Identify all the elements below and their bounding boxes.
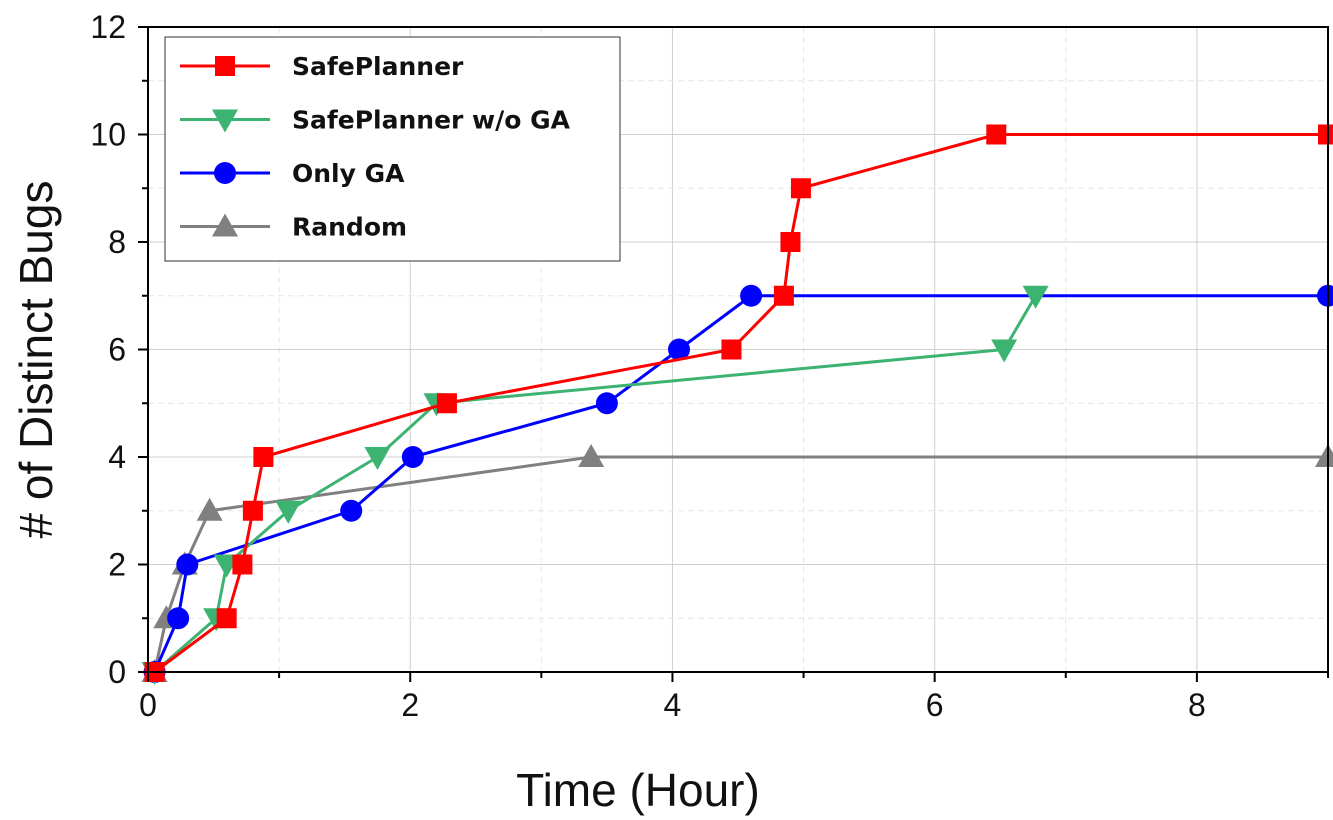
data-point-safeplanner <box>216 608 237 629</box>
data-point-safeplanner <box>1318 124 1333 145</box>
data-point-safeplanner <box>242 500 263 521</box>
y-tick-label: 2 <box>108 547 126 583</box>
data-point-safeplanner <box>790 178 811 199</box>
data-point-only-ga <box>340 499 363 522</box>
data-point-only-ga <box>668 338 690 361</box>
x-axis-title: Time (Hour) <box>516 764 760 816</box>
y-tick-label: 6 <box>108 332 126 368</box>
legend: SafePlanner SafePlanner w/o GA Only GA Rand… <box>164 36 621 262</box>
data-point-safeplanner-w-o-ga <box>1022 285 1049 309</box>
data-point-safeplanner <box>773 285 794 306</box>
series-safeplanner <box>144 124 1333 682</box>
x-tick-label: 6 <box>926 687 944 723</box>
data-point-safeplanner <box>780 232 801 252</box>
data-point-only-ga <box>1317 284 1333 307</box>
series-line-safeplanner-w-o-ga <box>153 294 1037 674</box>
data-point-random <box>196 497 223 521</box>
legend-box <box>164 36 621 262</box>
y-tick-label: 8 <box>108 224 126 260</box>
x-tick-label: 0 <box>139 687 157 723</box>
legend-marker-safeplanner-w-o-ga <box>212 109 238 133</box>
legend-item-safeplanner: SafePlanner <box>180 52 464 81</box>
data-point-only-ga <box>401 446 424 468</box>
data-point-safeplanner <box>253 447 274 467</box>
legend-item-random: Random <box>180 213 407 242</box>
series-safeplanner-w-o-ga <box>141 285 1049 685</box>
x-tick-label: 8 <box>1188 687 1206 723</box>
legend-item-safeplanner-w-o-ga: SafePlanner w/o GA <box>180 106 571 135</box>
legend-item-only-ga: Only GA <box>180 159 405 188</box>
legend-marker-only-ga <box>214 162 236 184</box>
legend-marker-random <box>212 213 238 237</box>
y-tick-label: 12 <box>90 9 126 45</box>
data-point-only-ga <box>595 392 618 415</box>
legend-label-only-ga: Only GA <box>292 159 405 188</box>
y-tick-label: 0 <box>108 654 126 690</box>
legend-marker-safeplanner <box>215 56 235 76</box>
y-tick-label: 4 <box>108 439 126 475</box>
data-point-safeplanner <box>986 124 1007 145</box>
data-point-only-ga <box>740 284 763 307</box>
data-point-safeplanner-w-o-ga <box>364 447 391 470</box>
data-point-only-ga <box>167 607 190 630</box>
data-point-only-ga <box>176 553 199 576</box>
axis-ticks: 0 2 4 6 8 0 2 4 6 8 10 12 <box>90 9 1329 723</box>
data-point-safeplanner-w-o-ga <box>991 339 1018 363</box>
y-tick-label: 10 <box>90 117 126 153</box>
data-point-safeplanner <box>232 554 253 575</box>
data-point-safeplanner <box>721 339 742 360</box>
legend-label-random: Random <box>292 213 407 242</box>
legend-label-safeplanner-w-o-ga: SafePlanner w/o GA <box>292 106 571 135</box>
x-tick-label: 2 <box>401 687 419 723</box>
x-tick-label: 4 <box>664 687 682 723</box>
series-random <box>141 444 1333 682</box>
data-point-random <box>578 444 605 467</box>
y-axis-title: # of Distinct Bugs <box>10 181 62 539</box>
data-point-safeplanner-w-o-ga <box>275 500 302 524</box>
data-point-safeplanner <box>436 393 457 414</box>
legend-label-safeplanner: SafePlanner <box>292 52 464 81</box>
